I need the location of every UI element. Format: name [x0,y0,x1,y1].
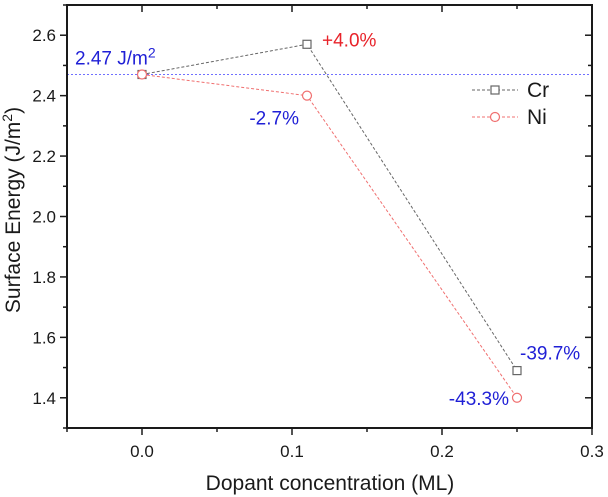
series-line-ni [141,73,518,399]
x-tick-label: 0.3 [580,442,604,461]
y-tick-label: 2.6 [32,26,56,45]
y-tick-label: 1.4 [32,389,56,408]
annotation-cr-end: -39.7% [520,344,580,365]
x-tick-label: 0.1 [280,442,304,461]
y-tick-label: 2.2 [32,147,56,166]
reference-layer: 2.47 J/m2 [67,44,592,75]
data-point-ni [136,69,148,80]
reference-label: 2.47 J/m2 [75,44,156,69]
annotation-cr-mid: +4.0% [322,30,377,51]
y-tick-label: 2.0 [32,208,56,227]
series-line-cr [141,43,518,371]
annotation-layer: +4.0% -2.7% -39.7% -43.3% [249,30,580,410]
legend-label-ni: Ni [527,106,547,129]
annotation-ni-end: -43.3% [449,389,509,410]
data-point-ni [511,392,523,403]
y-tick-label: 1.6 [32,328,56,347]
legend-marker-cr [490,85,500,95]
y-axis-title-close: ) [2,107,25,114]
y-tick-label: 2.4 [32,87,56,106]
y-axis-title-main: Surface Energy (J/m [2,122,25,313]
y-tick-label: 1.8 [32,268,56,287]
data-point-cr [512,365,522,376]
legend-label-cr: Cr [527,79,549,102]
series-layer [136,39,523,403]
tick-layer: 0.0 0.1 0.2 0.3 1.4 1.6 1.8 2.0 2.2 2.4 2.6 [32,4,604,461]
reference-label-sup: 2 [148,44,156,60]
legend: Cr Ni [472,79,549,129]
data-point-ni [301,90,313,101]
x-tick-label: 0.2 [430,442,454,461]
reference-label-main: 2.47 J/m [75,48,148,69]
x-tick-label: 0.0 [130,442,154,461]
legend-marker-ni [489,111,501,123]
y-axis-title-sup: 2 [0,114,15,122]
annotation-ni-mid: -2.7% [249,109,299,130]
y-axis-title: Surface Energy (J/m2) [0,107,25,313]
x-axis-title: Dopant concentration (ML) [206,472,455,495]
data-point-cr [302,39,312,49]
